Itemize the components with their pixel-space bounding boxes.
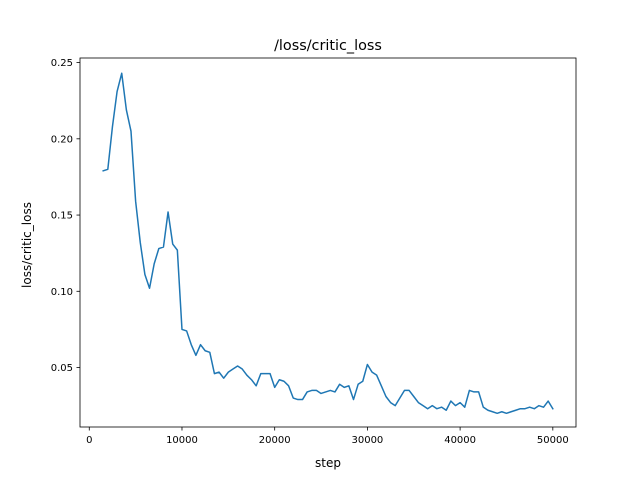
y-tick-label: 0.10 [51,287,73,298]
chart-title: /loss/critic_loss [274,38,382,54]
x-tick-label: 50000 [537,435,569,446]
y-tick-label: 0.15 [51,211,73,222]
x-axis-ticks: 0 10000 20000 30000 40000 50000 [86,427,569,446]
series-line-0 [102,72,554,415]
x-tick-label: 0 [86,435,92,446]
x-tick-label: 30000 [351,435,383,446]
x-axis-label: step [315,456,341,470]
plot-area [102,72,554,415]
y-axis-ticks: 0.05 0.10 0.15 0.20 0.25 [51,58,80,374]
y-axis-label: loss/critic_loss [20,202,34,288]
y-tick-label: 0.25 [51,58,73,69]
plot-frame [79,57,577,428]
y-tick-label: 0.05 [51,363,73,374]
x-tick-label: 40000 [444,435,476,446]
y-tick-label: 0.20 [51,134,73,145]
x-tick-label: 10000 [166,435,198,446]
x-tick-label: 20000 [259,435,291,446]
